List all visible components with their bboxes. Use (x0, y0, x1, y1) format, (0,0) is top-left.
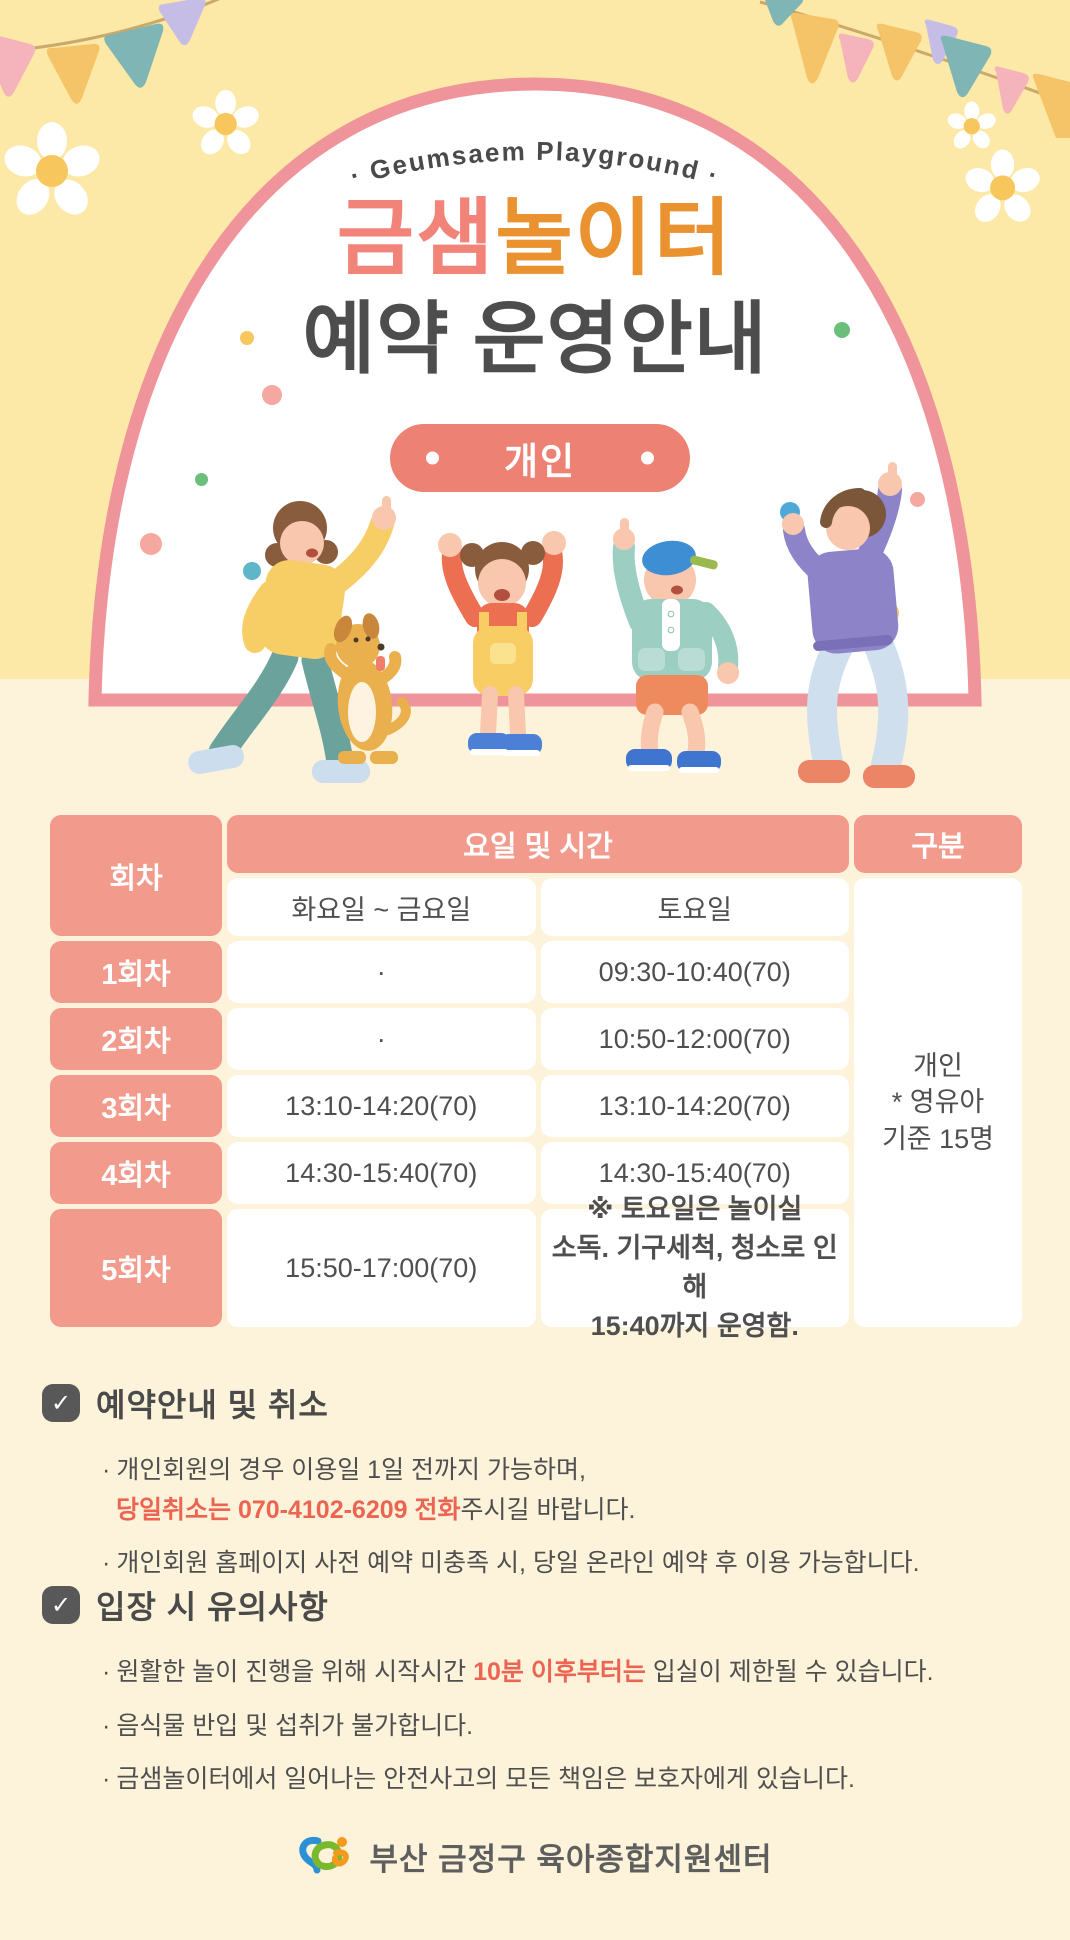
section-reservation: ✓ 예약안내 및 취소 · 개인회원의 경우 이용일 1일 전까지 가능하며, 당… (42, 1380, 1028, 1599)
flower-icon (4, 122, 100, 215)
flower-icon (965, 149, 1040, 222)
col-header-daytime: 요일 및 시간 (227, 815, 849, 873)
section-title: 예약안내 및 취소 (96, 1387, 329, 1423)
boy-figure (612, 518, 739, 773)
badge-dot (641, 451, 654, 465)
page-subtitle: 예약 운영안내 (302, 294, 768, 383)
flower-icon (192, 89, 259, 155)
cell-weekday: 15:50-17:00(70) (227, 1209, 536, 1327)
subheader-saturday: 토요일 (540, 878, 849, 936)
cell-weekday: 14:30-15:40(70) (227, 1142, 536, 1204)
organization-name: 부산 금정구 육아종합지원센터 (369, 1842, 773, 1877)
cell-weekday: 13:10-14:20(70) (227, 1075, 536, 1137)
col-header-session: 회차 (50, 815, 222, 936)
svg-text:· Geumsaem Playground ·: · Geumsaem Playground · (347, 136, 723, 191)
col-header-category: 구분 (854, 815, 1022, 873)
bullet-item: · 개인회원 홈페이지 사전 예약 미충족 시, 당일 온라인 예약 후 이용 가… (102, 1549, 920, 1577)
cell-saturday: 09:30-10:40(70) (540, 941, 849, 1003)
girl-figure (438, 531, 566, 756)
page-title: 금샘놀이터 (336, 191, 734, 285)
category-note-cell: 개인 * 영유아 기준 15명 (854, 878, 1022, 1327)
check-icon: ✓ (42, 1384, 80, 1422)
section-entry-notes: ✓ 입장 시 유의사항 · 원활한 놀이 진행을 위해 시작시간 10분 이후부터… (42, 1582, 1028, 1815)
footer: 부산 금정구 육아종합지원센터 (0, 1834, 1070, 1879)
row-label: 3회차 (50, 1075, 222, 1137)
row-label: 2회차 (50, 1008, 222, 1070)
mom-figure (188, 496, 396, 783)
flower-icon (947, 101, 996, 149)
cell-saturday: 10:50-12:00(70) (540, 1008, 849, 1070)
confetti-dot (195, 473, 208, 486)
check-icon: ✓ (42, 1586, 80, 1624)
bullet-item: · 개인회원의 경우 이용일 1일 전까지 가능하며, (102, 1456, 586, 1484)
bullet-item: · 음식물 반입 및 섭취가 불가합니다. (102, 1711, 474, 1740)
cell-weekday: · (227, 941, 536, 1003)
bunting-garland-left-icon (0, 0, 220, 104)
confetti-dot (240, 331, 254, 345)
bullet-item: · 금샘놀이터에서 일어나는 안전사고의 모든 책임은 보호자에게 있습니다. (102, 1765, 855, 1793)
confetti-dot (243, 562, 261, 580)
cell-saturday: 14:30-15:40(70) (540, 1142, 849, 1204)
bullet-item: · 원활한 놀이 진행을 위해 시작시간 10분 이후부터는 입실이 제한될 수 … (102, 1658, 934, 1686)
dad-figure (782, 462, 915, 788)
cell-saturday: 13:10-14:20(70) (540, 1075, 849, 1137)
badge-individual: 개인 (390, 424, 690, 492)
subheader-weekday: 화요일 ~ 금요일 (227, 878, 536, 936)
family-dancing-illustration (188, 462, 915, 788)
confetti-dot (262, 385, 282, 405)
bullet-item-continued: 당일취소는 070-4102-6209 전화주시길 바랍니다. (116, 1495, 636, 1524)
schedule-table: 회차 요일 및 시간 구분 화요일 ~ 금요일 토요일 개인 * 영유아 기준 … (50, 815, 1022, 1341)
center-logo-icon (298, 1836, 349, 1873)
confetti-dot (910, 492, 925, 507)
confetti-dot (834, 322, 850, 338)
cell-weekday: · (227, 1008, 536, 1070)
arc-subtitle: · Geumsaem Playground · (347, 136, 723, 191)
row-label: 4회차 (50, 1142, 222, 1204)
bunting-garland-right-icon (759, 0, 1070, 138)
section-title: 입장 시 유의사항 (96, 1589, 329, 1625)
badge-dot (426, 451, 439, 465)
arc-text: · Geumsaem Playground · (347, 136, 721, 191)
row-label: 5회차 (50, 1209, 222, 1327)
cell-saturday-note: ※ 토요일은 놀이실 소독. 기구세척, 청소로 인해 15:40까지 운영함. (540, 1194, 849, 1341)
row-label: 1회차 (50, 941, 222, 1003)
dog-illustration (324, 613, 411, 764)
confetti-dot (140, 533, 162, 555)
